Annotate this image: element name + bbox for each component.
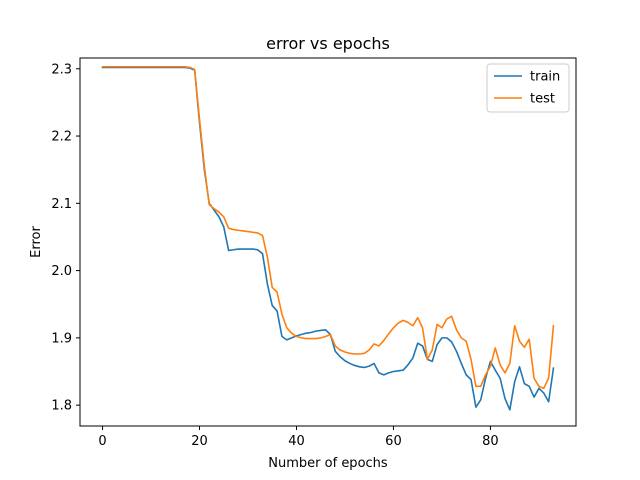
x-tick-label: 60 [385,434,402,449]
legend-label-train: train [530,70,560,85]
y-axis-label: Error [29,226,44,258]
series-line-test [101,65,555,390]
y-tick-label: 2.2 [51,130,72,145]
plot-frame [79,57,577,427]
axis-ticks: 0 20 40 60 80 1.8 1.9 2.0 2.1 2.2 2.3 [51,62,498,449]
y-tick-label: 2.0 [51,264,72,279]
y-tick-label: 1.9 [51,331,72,346]
x-tick-label: 80 [482,434,499,449]
series-line-train [101,66,555,411]
plot-area [79,57,577,427]
x-tick-label: 40 [288,434,305,449]
chart-title: error vs epochs [266,34,390,53]
legend-label-test: test [530,92,555,107]
y-tick-label: 2.3 [51,62,72,77]
x-tick-label: 20 [191,434,208,449]
y-tick-label: 2.1 [51,197,72,212]
x-tick-label: 0 [98,434,106,449]
x-axis-label: Number of epochs [268,456,388,471]
y-tick-label: 1.8 [51,399,72,414]
legend: train test [486,63,570,113]
